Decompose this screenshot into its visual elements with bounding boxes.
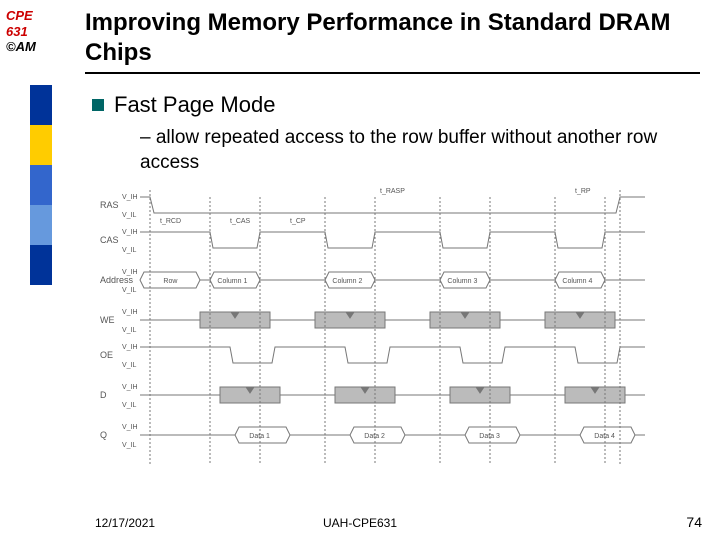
bullet-square-icon [92,99,104,111]
svg-text:V_IH: V_IH [122,229,138,236]
course-label: CPE 631 ©AM [6,8,36,55]
footer-page-number: 74 [686,514,702,530]
svg-text:Address: Address [100,275,134,285]
svg-text:V_IH: V_IH [122,384,138,391]
svg-text:OE: OE [100,350,113,360]
svg-text:Row: Row [163,278,178,285]
svg-text:Column 4: Column 4 [562,278,592,285]
svg-text:V_IH: V_IH [122,309,138,316]
svg-text:V_IL: V_IL [122,247,137,254]
svg-text:V_IH: V_IH [122,269,138,276]
svg-text:Column 1: Column 1 [217,278,247,285]
svg-text:WE: WE [100,315,115,325]
svg-text:V_IH: V_IH [122,194,138,201]
svg-text:V_IL: V_IL [122,362,137,369]
footer-center: UAH-CPE631 [323,516,397,530]
course-copyright: ©AM [6,39,36,54]
svg-text:D: D [100,390,107,400]
footer-date: 12/17/2021 [95,516,155,530]
course-code-1: CPE [6,8,33,23]
svg-text:V_IH: V_IH [122,424,138,431]
svg-text:t_RCD: t_RCD [160,218,181,225]
svg-text:Column 2: Column 2 [332,278,362,285]
svg-text:V_IL: V_IL [122,287,137,294]
svg-text:t_RASP: t_RASP [380,188,405,195]
svg-text:V_IL: V_IL [122,327,137,334]
svg-text:V_IL: V_IL [122,402,137,409]
svg-text:Q: Q [100,430,107,440]
svg-text:V_IH: V_IH [122,344,138,351]
svg-text:V_IL: V_IL [122,442,137,449]
svg-text:CAS: CAS [100,235,119,245]
svg-text:t_CP: t_CP [290,218,306,225]
left-accent-stripe [0,0,60,540]
timing-diagram: RASV_IHV_ILCASV_IHV_ILAddressV_IHV_ILRow… [100,185,660,485]
bullet-sub-text: – allow repeated access to the row buffe… [140,126,680,175]
svg-text:t_RP: t_RP [575,188,591,195]
bullet-main: Fast Page Mode [92,92,275,118]
course-code-2: 631 [6,24,28,39]
bullet-main-text: Fast Page Mode [114,92,275,118]
svg-text:Column 3: Column 3 [447,278,477,285]
svg-text:RAS: RAS [100,200,119,210]
slide-title: Improving Memory Performance in Standard… [85,8,700,74]
svg-text:t_CAS: t_CAS [230,218,251,225]
svg-text:V_IL: V_IL [122,212,137,219]
